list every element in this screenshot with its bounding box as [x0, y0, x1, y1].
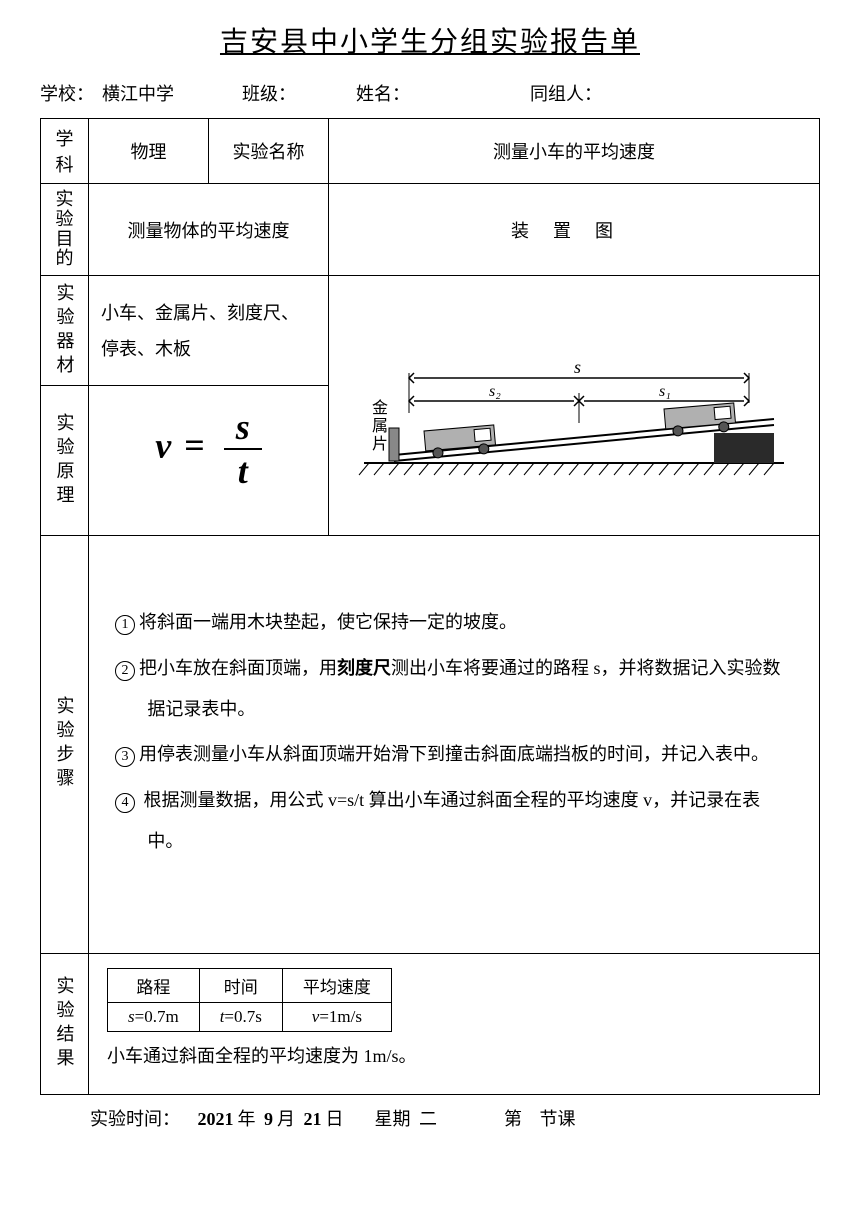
result-content: 路程 时间 平均速度 s=0.7m t=0.7s v=1m/s 小车通过斜面全程…: [95, 960, 813, 1088]
subject-value: 物理: [89, 119, 209, 184]
header-info: 学校： 横江中学 班级： 姓名： 同组人：: [40, 80, 820, 106]
principle-label: 实验原理: [41, 386, 89, 536]
s1-label: s₁: [659, 383, 671, 400]
ramp-diagram-svg: 金 属 片: [335, 293, 813, 513]
subject-label: 学科: [41, 119, 89, 184]
report-table: 学科 物理 实验名称 测量小车的平均速度 实验目的 测量物体的平均速度 装置图 …: [40, 118, 820, 1095]
metal-label: 金: [372, 399, 388, 417]
equipment-value: 小车、金属片、刻度尺、停表、木板: [89, 276, 329, 386]
exp-name-value: 测量小车的平均速度: [329, 119, 820, 184]
steps-label: 实验步骤: [41, 536, 89, 953]
name-label: 姓名：: [356, 80, 410, 106]
equipment-label: 实验器材: [41, 276, 89, 386]
s-label: s: [574, 357, 581, 377]
exp-name-label: 实验名称: [209, 119, 329, 184]
result-label: 实验结果: [41, 953, 89, 1094]
purpose-value: 测量物体的平均速度: [89, 184, 329, 276]
school-value: 横江中学: [102, 84, 174, 104]
class-label: 班级：: [242, 80, 296, 106]
svg-text:片: 片: [372, 435, 388, 453]
svg-text:属: 属: [372, 418, 388, 435]
result-table: 路程 时间 平均速度 s=0.7m t=0.7s v=1m/s: [107, 968, 392, 1032]
group-label: 同组人：: [530, 80, 602, 106]
purpose-label: 实验目的: [41, 184, 89, 276]
setup-diagram: 金 属 片: [329, 276, 820, 536]
conclusion: 小车通过斜面全程的平均速度为 1m/s。: [107, 1042, 801, 1068]
s2-label: s₂: [489, 383, 501, 400]
formula: v = s t: [95, 402, 322, 512]
footer: 实验时间： 2021年 9月 21日 星期 二 第 节课: [40, 1105, 820, 1131]
doc-title: 吉安县中小学生分组实验报告单: [40, 20, 820, 60]
setup-label: 装置图: [329, 184, 820, 276]
school-label: 学校：: [40, 84, 94, 104]
steps-content: 1将斜面一端用木块垫起，使它保持一定的坡度。 2把小车放在斜面顶端，用刻度尺测出…: [95, 542, 813, 946]
